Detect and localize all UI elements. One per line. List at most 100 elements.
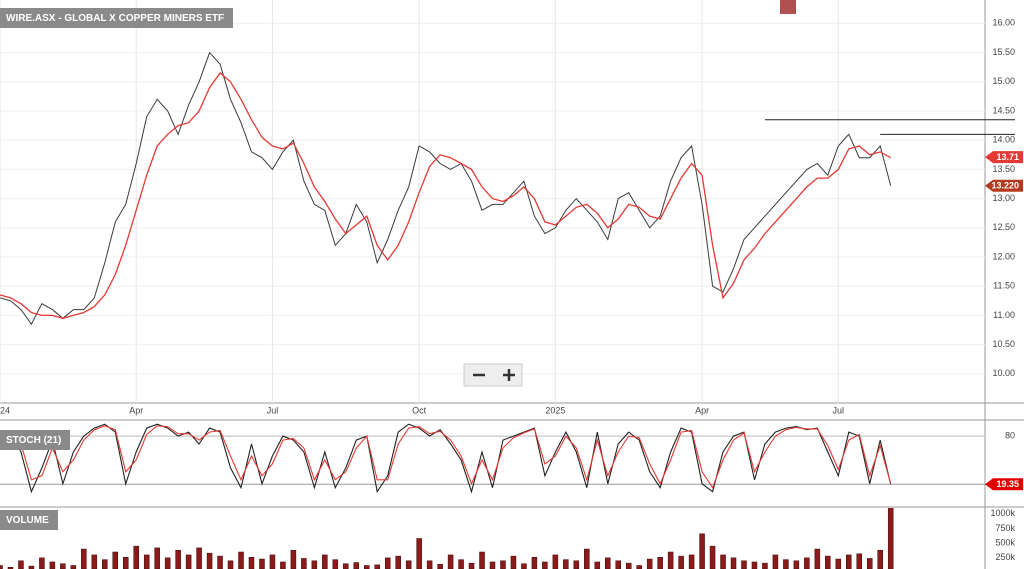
volume-bar bbox=[332, 559, 339, 569]
series-line bbox=[0, 51, 892, 326]
volume-bar bbox=[301, 558, 307, 569]
volume-bar bbox=[133, 545, 139, 569]
volume-bar bbox=[175, 549, 181, 569]
volume-bar bbox=[657, 557, 663, 569]
price-tag bbox=[985, 478, 1023, 491]
volume-bar bbox=[49, 561, 56, 569]
volume-bar bbox=[510, 555, 517, 569]
volume-bar bbox=[164, 557, 171, 569]
title-box bbox=[0, 8, 233, 28]
volume-bar bbox=[185, 554, 192, 569]
volume-bar bbox=[856, 553, 863, 569]
volume-bar bbox=[751, 561, 758, 569]
volume-bar bbox=[437, 564, 443, 569]
volume-bar bbox=[772, 554, 779, 569]
volume-bar bbox=[468, 562, 475, 569]
volume-bar bbox=[887, 508, 894, 569]
y-tick-label: 14.00 bbox=[992, 135, 1015, 145]
volume-bar bbox=[248, 557, 255, 569]
volume-bar bbox=[154, 547, 160, 569]
volume-bar bbox=[143, 554, 150, 569]
volume-bar bbox=[70, 565, 77, 569]
volume-bar bbox=[563, 559, 569, 569]
volume-bar bbox=[699, 533, 705, 569]
volume-bar bbox=[280, 561, 286, 569]
volume-bar bbox=[542, 561, 548, 569]
y-tick-label: 13.00 bbox=[992, 193, 1015, 203]
price-tag-label: 19.35 bbox=[996, 479, 1019, 489]
event-flag[interactable] bbox=[780, 0, 796, 14]
y-tick-label: 13.50 bbox=[992, 164, 1015, 174]
y-tick-label: 80 bbox=[1005, 430, 1015, 440]
y-tick-label: 12.00 bbox=[992, 251, 1015, 261]
volume-bar bbox=[18, 560, 24, 569]
volume-bar bbox=[343, 563, 349, 569]
price-tag-label: 13.220 bbox=[991, 181, 1019, 191]
volume-bar bbox=[122, 557, 129, 569]
x-tick-label: Jul bbox=[833, 405, 845, 415]
price-tag-label: 13.71 bbox=[996, 152, 1019, 162]
volume-bar bbox=[646, 558, 653, 569]
volume-bar bbox=[605, 557, 611, 569]
series-line bbox=[0, 423, 892, 494]
volume-bar bbox=[825, 555, 831, 569]
volume-bar bbox=[594, 561, 601, 569]
volume-bar bbox=[217, 555, 223, 569]
volume-bar bbox=[81, 548, 87, 569]
volume-bar bbox=[846, 554, 852, 569]
stoch-title: STOCH (21) bbox=[6, 435, 61, 446]
volume-bar bbox=[521, 563, 527, 569]
volume-bar bbox=[667, 551, 674, 569]
x-tick-label: 24 bbox=[0, 405, 10, 415]
volume-bar bbox=[311, 560, 318, 569]
volume-bar bbox=[39, 557, 45, 569]
volume-bar bbox=[196, 547, 202, 569]
volume-bar bbox=[877, 549, 883, 569]
price-tag bbox=[985, 179, 1023, 192]
chart-title: WIRE.ASX - GLOBAL X COPPER MINERS ETF bbox=[6, 13, 224, 24]
y-tick-label: 11.00 bbox=[993, 310, 1015, 320]
volume-bar bbox=[269, 554, 276, 569]
volume-bar bbox=[206, 552, 213, 569]
x-tick-label: Jul bbox=[267, 405, 279, 415]
y-tick-label: 16.00 bbox=[992, 18, 1015, 28]
volume-bar bbox=[500, 560, 506, 569]
volume-bar bbox=[730, 557, 737, 569]
volume-bar bbox=[405, 560, 412, 569]
volume-bar bbox=[447, 554, 454, 569]
volume-bar bbox=[688, 554, 695, 569]
series-line bbox=[0, 72, 892, 319]
x-tick-label: Oct bbox=[412, 405, 427, 415]
volume-bar bbox=[615, 560, 621, 569]
volume-bar bbox=[238, 551, 244, 569]
volume-bar bbox=[458, 559, 464, 569]
volume-bar bbox=[290, 549, 297, 569]
volume-bar bbox=[384, 557, 391, 569]
volume-bar bbox=[804, 557, 810, 569]
volume-bar bbox=[374, 564, 380, 569]
volume-bar bbox=[531, 557, 538, 569]
volume-bar bbox=[102, 559, 108, 569]
volume-bar bbox=[793, 560, 800, 569]
y-tick-label: 1000k bbox=[990, 508, 1015, 518]
volume-bar bbox=[814, 548, 821, 569]
volume-bar bbox=[112, 551, 119, 569]
volume-bar bbox=[489, 561, 496, 569]
y-tick-label: 250k bbox=[995, 552, 1015, 562]
volume-bar bbox=[866, 558, 873, 569]
volume-bar bbox=[636, 565, 642, 569]
zoom-controls[interactable] bbox=[463, 363, 523, 387]
y-tick-label: 12.50 bbox=[992, 222, 1015, 232]
y-tick-label: 14.50 bbox=[992, 105, 1015, 115]
x-tick-label: Apr bbox=[129, 405, 143, 415]
volume-bar bbox=[479, 551, 485, 569]
volume-bar bbox=[353, 562, 360, 569]
series-line bbox=[0, 425, 892, 489]
volume-bar bbox=[584, 548, 590, 569]
stoch-box bbox=[0, 430, 70, 450]
volume-bar bbox=[720, 554, 726, 569]
volume-bar bbox=[678, 555, 684, 569]
volume-bar bbox=[28, 565, 35, 569]
volume-bar bbox=[762, 562, 768, 569]
volume-bar bbox=[709, 545, 716, 569]
